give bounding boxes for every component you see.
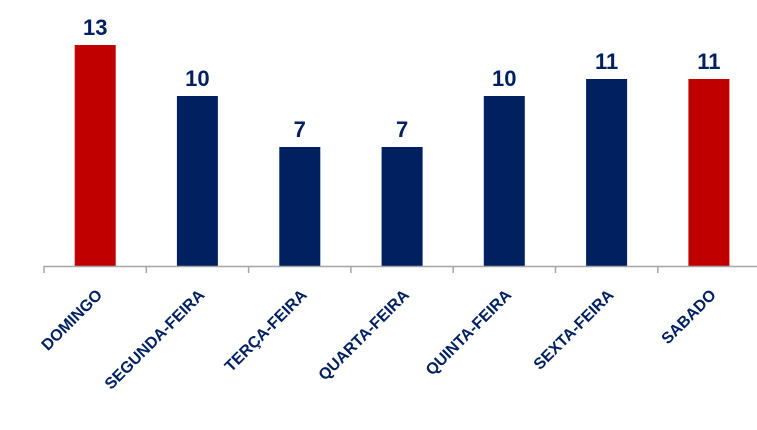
x-axis — [43, 265, 757, 273]
category-label: DOMINGO — [39, 287, 106, 354]
value-label: 7 — [396, 117, 408, 142]
bar-domingo — [74, 45, 116, 266]
bars-layer — [74, 45, 730, 266]
bar-sabado — [688, 79, 730, 266]
bar-segunda-feira — [176, 96, 218, 266]
category-label: SEXTA-FEIRA — [531, 286, 618, 373]
bar-sexta-feira — [586, 79, 628, 266]
value-label: 10 — [185, 66, 209, 91]
category-label: QUINTA-FEIRA — [423, 286, 516, 379]
category-label: SABADO — [659, 287, 720, 348]
category-label: TERÇA-FEIRA — [222, 286, 311, 375]
value-label: 10 — [492, 66, 516, 91]
bar-quarta-feira — [381, 147, 423, 266]
bar-terça-feira — [279, 147, 321, 266]
value-label: 11 — [697, 49, 720, 74]
value-labels-layer: 13 10 7 7 10 11 11 — [83, 15, 721, 142]
bar-quinta-feira — [483, 96, 525, 266]
value-label: 7 — [294, 117, 306, 142]
value-label: 11 — [595, 49, 618, 74]
category-label: QUARTA-FEIRA — [316, 286, 414, 384]
value-label: 13 — [83, 15, 107, 40]
category-label: SEGUNDA-FEIRA — [102, 286, 209, 393]
